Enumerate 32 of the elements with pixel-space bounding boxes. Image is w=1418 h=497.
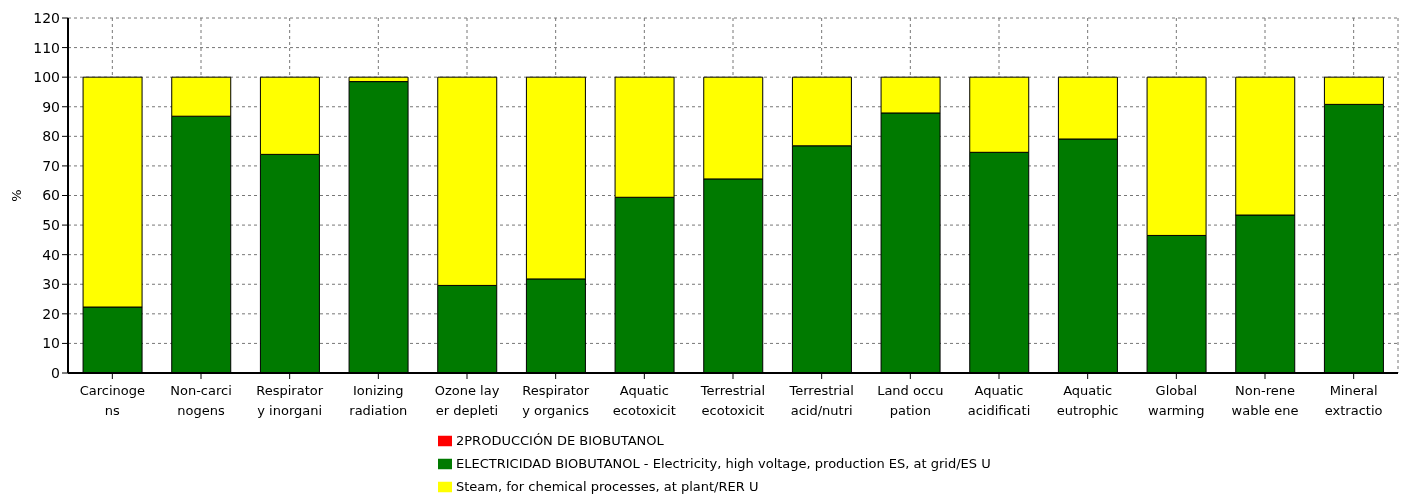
y-tick-label: 0: [51, 364, 60, 381]
legend-label: ELECTRICIDAD BIOBUTANOL - Electricity, high voltage, production ES, at grid/ES U: [456, 456, 991, 471]
x-tick-label: Aquatic acidificati: [967, 383, 1031, 418]
x-tick-label: Carcinoge ns: [79, 383, 145, 418]
y-tick-label: 40: [42, 246, 60, 263]
legend-label: Steam, for chemical processes, at plant/RER U: [456, 479, 759, 494]
x-tick-label: Respirator y inorgani: [256, 383, 324, 418]
x-tick-label: Terrestrial ecotoxicit: [699, 383, 766, 418]
x-tick-label: Ionizing radiation: [349, 383, 408, 418]
x-tick-label: Non-rene wable ene: [1231, 383, 1299, 418]
x-tick-label: Mineral extractio: [1324, 383, 1383, 418]
y-tick-label: 110: [33, 39, 60, 56]
x-tick-label: Terrestrial acid/nutri: [788, 383, 854, 418]
y-tick-label: 120: [33, 9, 60, 26]
y-tick-label: 70: [42, 157, 60, 174]
y-tick-label: 80: [42, 128, 60, 145]
y-tick-label: 100: [33, 69, 60, 86]
legend-label: 2PRODUCCIÓN DE BIOBUTANOL: [456, 433, 664, 448]
y-tick-label: 50: [42, 217, 60, 234]
y-axis-title: %: [8, 189, 24, 202]
y-tick-label: 60: [42, 187, 60, 204]
x-tick-label: Global warming: [1148, 383, 1205, 418]
y-tick-label: 10: [42, 335, 60, 352]
y-tick-label: 30: [42, 276, 60, 293]
x-tick-label: Land occu pation: [877, 383, 944, 418]
x-tick-label: Aquatic eutrophic: [1056, 383, 1119, 418]
y-tick-label: 20: [42, 305, 60, 322]
x-tick-label: Ozone lay er depleti: [434, 383, 500, 418]
y-tick-label: 90: [42, 98, 60, 115]
x-tick-label: Non-carci nogens: [170, 383, 232, 418]
x-tick-label: Respirator y organics: [522, 383, 590, 418]
x-tick-label: Aquatic ecotoxicit: [612, 383, 676, 418]
